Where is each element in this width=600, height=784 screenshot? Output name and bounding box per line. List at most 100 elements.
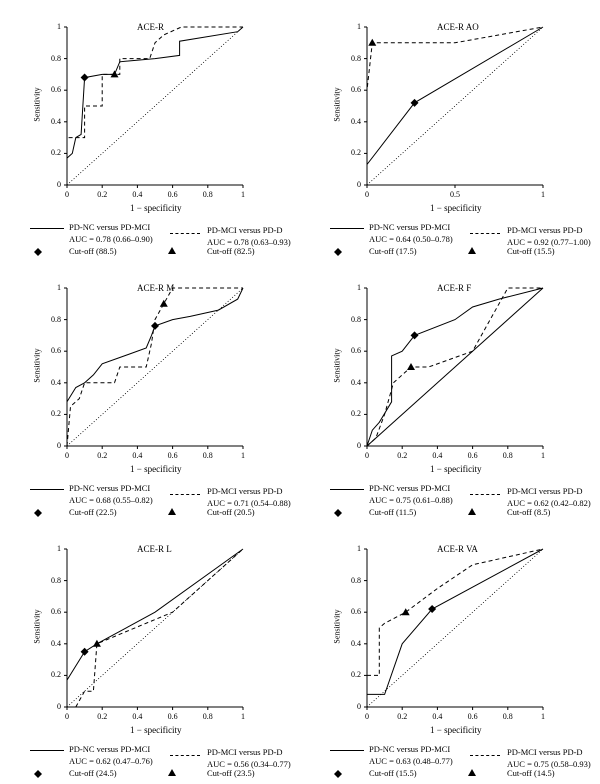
cutoff-triangle-marker — [159, 299, 168, 307]
roc-panel: 0 0.2 0.4 0.6 0.8 1 0 0.2 0.4 0.6 0.8 1 ACE-R Sensiti… — [0, 0, 300, 261]
y-axis-label: Sensitivity — [332, 348, 342, 383]
reference-diagonal — [366, 548, 544, 708]
roc-plot-svg — [364, 26, 544, 188]
chart-title: ACE-R L — [137, 544, 172, 554]
y-tick-label: 1 — [57, 22, 61, 31]
y-tick-label: 0 — [357, 441, 361, 450]
x-axis-label: 1 − specificity — [130, 464, 182, 474]
x-tick-label: 0.2 — [97, 190, 108, 199]
y-tick-label: 0.8 — [51, 53, 61, 63]
x-tick-label: 0.4 — [432, 451, 443, 460]
legend-triangle-label: Cut-off (15.5) — [507, 246, 555, 256]
series-line-pd-nc-vs-pd-mci — [366, 287, 544, 447]
legend-solid-swatch — [30, 750, 64, 751]
y-tick-label: 0.2 — [51, 670, 61, 680]
y-tick-label: 0.2 — [351, 670, 361, 680]
legend-solid-swatch — [330, 489, 364, 490]
y-tick-label: 0 — [357, 180, 361, 189]
legend-dashed-label: PD-MCI versus PD-D — [207, 486, 283, 496]
y-axis-label: Sensitivity — [32, 87, 42, 122]
legend-solid-label: PD-NC versus PD-MCI — [369, 222, 451, 232]
chart-title: ACE-R M — [137, 283, 175, 293]
y-tick-label: 1 — [57, 283, 61, 292]
reference-diagonal — [66, 548, 244, 708]
legend-dashed-auc: AUC = 0.62 (0.42–0.82) — [507, 498, 591, 508]
series-line-pd-nc-vs-pd-mci — [66, 548, 244, 681]
legend-solid-auc: AUC = 0.63 (0.48–0.77) — [369, 756, 453, 766]
legend-solid-label: PD-NC versus PD-MCI — [69, 483, 151, 493]
legend-diamond-label: Cut-off (24.5) — [69, 768, 117, 778]
y-tick-label: 0.8 — [51, 575, 61, 585]
y-tick-label: 0.4 — [351, 638, 361, 648]
legend-solid-label: PD-NC versus PD-MCI — [369, 483, 451, 493]
y-tick-label: 0.4 — [51, 116, 61, 126]
cutoff-triangle-marker — [110, 70, 119, 78]
roc-panel: 0 0.2 0.4 0.6 0.8 1 0 0.2 0.4 0.6 0.8 1 ACE-R VA Sens… — [300, 522, 600, 783]
legend-dashed-label: PD-MCI versus PD-D — [207, 225, 283, 235]
series-line-pd-mci-vs-pd-d — [66, 287, 243, 447]
y-tick-label: 0.4 — [51, 638, 61, 648]
y-tick-label: 0.6 — [351, 85, 361, 95]
x-tick-label: 1 — [241, 451, 245, 460]
y-tick-label: 0.8 — [351, 575, 361, 585]
y-tick-label: 1 — [357, 22, 361, 31]
x-axis-label: 1 − specificity — [130, 725, 182, 735]
x-tick-label: 0.8 — [502, 451, 513, 460]
x-tick-label: 0.6 — [167, 190, 178, 199]
legend-dashed-swatch — [170, 233, 200, 234]
x-tick-label: 0 — [65, 712, 69, 721]
legend-solid-auc: AUC = 0.62 (0.47–0.76) — [69, 756, 153, 766]
cutoff-diamond-marker — [410, 98, 419, 107]
cutoff-diamond-marker — [410, 331, 419, 340]
y-tick-label: 0 — [57, 180, 61, 189]
y-tick-label: 0.8 — [351, 314, 361, 324]
legend-diamond-label: Cut-off (88.5) — [69, 246, 117, 256]
y-tick-label: 0.2 — [51, 409, 61, 419]
legend-triangle-label: Cut-off (14.5) — [507, 768, 555, 778]
y-tick-label: 0.8 — [51, 314, 61, 324]
y-tick-label: 0 — [57, 441, 61, 450]
legend-solid-swatch — [30, 228, 64, 229]
legend-triangle-label: Cut-off (23.5) — [207, 768, 255, 778]
x-tick-label: 0.8 — [202, 451, 213, 460]
x-tick-label: 0.4 — [132, 712, 143, 721]
legend-dashed-swatch — [170, 755, 200, 756]
roc-panel: 0 0.2 0.4 0.6 0.8 1 0 0.2 0.4 0.6 0.8 1 ACE-R F Sensi… — [300, 261, 600, 522]
y-tick-label: 0.6 — [351, 346, 361, 356]
x-tick-label: 0.8 — [202, 190, 213, 199]
legend-dashed-label: PD-MCI versus PD-D — [507, 747, 583, 757]
legend-dashed-auc: AUC = 0.75 (0.58–0.93) — [507, 759, 591, 769]
x-tick-label: 0.6 — [167, 451, 178, 460]
legend-dashed-auc: AUC = 0.56 (0.34–0.77) — [207, 759, 291, 769]
legend-solid-label: PD-NC versus PD-MCI — [69, 222, 151, 232]
cutoff-diamond-marker — [151, 321, 159, 330]
x-tick-label: 0 — [65, 451, 69, 460]
y-tick-label: 0 — [57, 702, 61, 711]
legend-dashed-swatch — [470, 755, 500, 756]
x-tick-label: 0.2 — [397, 451, 408, 460]
roc-panel: 0 0.2 0.4 0.6 0.8 1 0 0.2 0.4 0.6 0.8 1 ACE-R L Sensi… — [0, 522, 300, 783]
x-tick-label: 0.2 — [397, 712, 408, 721]
legend-dashed-auc: AUC = 0.78 (0.63–0.93) — [207, 237, 291, 247]
roc-plot-svg — [64, 287, 244, 449]
y-tick-label: 1 — [57, 544, 61, 553]
reference-diagonal — [366, 287, 544, 447]
series-line-pd-nc-vs-pd-mci — [366, 548, 544, 707]
x-tick-label: 1 — [241, 190, 245, 199]
y-tick-label: 0.4 — [51, 377, 61, 387]
roc-plot-svg — [64, 26, 244, 188]
roc-plot-svg — [364, 548, 544, 710]
chart-title: ACE-R — [137, 22, 164, 32]
cutoff-diamond-marker — [80, 647, 89, 656]
legend-triangle-label: Cut-off (8.5) — [507, 507, 551, 517]
reference-diagonal — [66, 26, 244, 186]
x-tick-label: 0 — [365, 190, 369, 199]
legend-solid-auc: AUC = 0.75 (0.61–0.88) — [369, 495, 453, 505]
roc-plot-svg — [364, 287, 544, 449]
x-tick-label: 0.2 — [97, 451, 108, 460]
roc-plot-svg — [64, 548, 244, 710]
y-tick-label: 0.6 — [51, 85, 61, 95]
series-line-pd-mci-vs-pd-d — [75, 548, 244, 708]
legend-solid-auc: AUC = 0.78 (0.66–0.90) — [69, 234, 153, 244]
legend-diamond-label: Cut-off (22.5) — [69, 507, 117, 517]
